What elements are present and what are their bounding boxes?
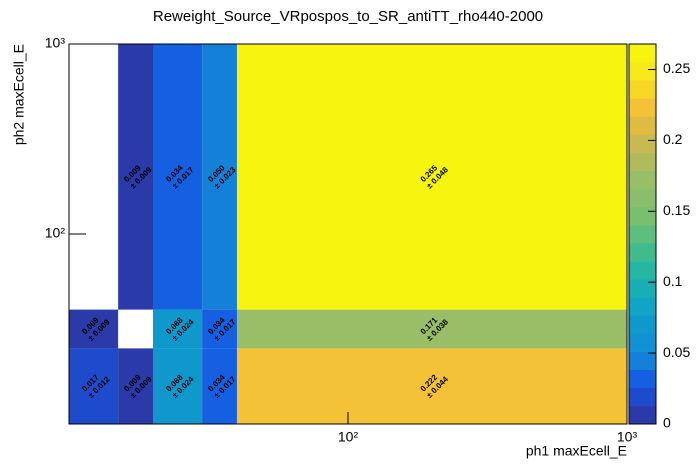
y-tick-label: 10²: [45, 225, 66, 241]
heatmap-cell: [118, 348, 153, 424]
heatmap-cell: [152, 309, 203, 349]
x-tick-label: 10³: [617, 429, 638, 445]
colorbar-frame: [628, 43, 657, 425]
colorbar-band: [629, 224, 656, 244]
x-tick-label: 10²: [338, 429, 359, 445]
heatmap-cell: [118, 44, 153, 310]
colorbar-band: [629, 333, 656, 352]
colorbar-band: [629, 261, 656, 280]
y-tick-label: 10³: [45, 35, 66, 51]
colorbar-band: [629, 134, 656, 153]
colorbar-band: [629, 351, 656, 371]
colorbar-band: [629, 369, 656, 389]
colorbar-tick-label: 0.05: [663, 344, 690, 360]
heatmap-cell: [152, 348, 203, 424]
x-axis-label: ph1 maxEcell_E: [526, 443, 627, 459]
cell-label: 0.009± 0.009: [122, 163, 154, 190]
colorbar-tick-label: 0.2: [663, 131, 683, 147]
y-axis-label: ph2 maxEcell_E: [11, 44, 27, 145]
heatmap-cell: [236, 44, 627, 310]
colorbar-band: [629, 297, 656, 316]
colorbar-band: [629, 188, 656, 208]
heatmap-cell: [202, 309, 237, 349]
heatmap-cell: [202, 44, 237, 310]
colorbar-band: [629, 405, 656, 425]
colorbar-band: [629, 80, 656, 99]
colorbar-tick-label: 0: [663, 415, 671, 431]
colorbar-band: [629, 315, 656, 334]
heatmap-cell: [69, 348, 119, 424]
chart-title: Reweight_Source_VRpospos_to_SR_antiTT_rh…: [153, 8, 543, 25]
heatmap-cell: [152, 44, 203, 310]
heatmap-cell: [69, 309, 119, 349]
colorbar-tick-label: 0.15: [663, 202, 690, 218]
colorbar-band: [629, 387, 656, 407]
colorbar-band: [629, 44, 656, 63]
heatmap-cell: [236, 309, 627, 349]
heatmap-cell: [202, 348, 237, 424]
colorbar-band: [629, 62, 656, 81]
colorbar-tick-label: 0.1: [663, 273, 683, 289]
colorbar-band: [629, 279, 656, 298]
heatmap-cell: [236, 348, 627, 424]
colorbar-band: [629, 170, 656, 190]
colorbar-band: [629, 116, 656, 135]
colorbar-band: [629, 152, 656, 171]
colorbar-band: [629, 206, 656, 226]
colorbar-band: [629, 98, 656, 117]
colorbar-band: [629, 243, 656, 262]
colorbar-tick-label: 0.25: [663, 60, 690, 76]
